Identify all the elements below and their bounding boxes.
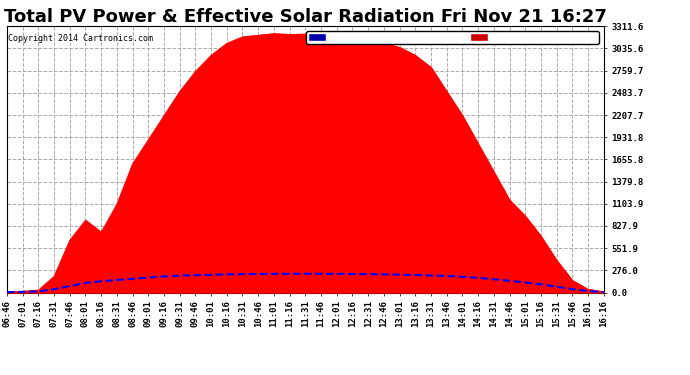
- Text: Copyright 2014 Cartronics.com: Copyright 2014 Cartronics.com: [8, 34, 153, 43]
- Legend: Radiation (Effective w/m2), PV Panels (DC Watts): Radiation (Effective w/m2), PV Panels (D…: [306, 31, 599, 44]
- Title: Total PV Power & Effective Solar Radiation Fri Nov 21 16:27: Total PV Power & Effective Solar Radiati…: [4, 8, 607, 26]
